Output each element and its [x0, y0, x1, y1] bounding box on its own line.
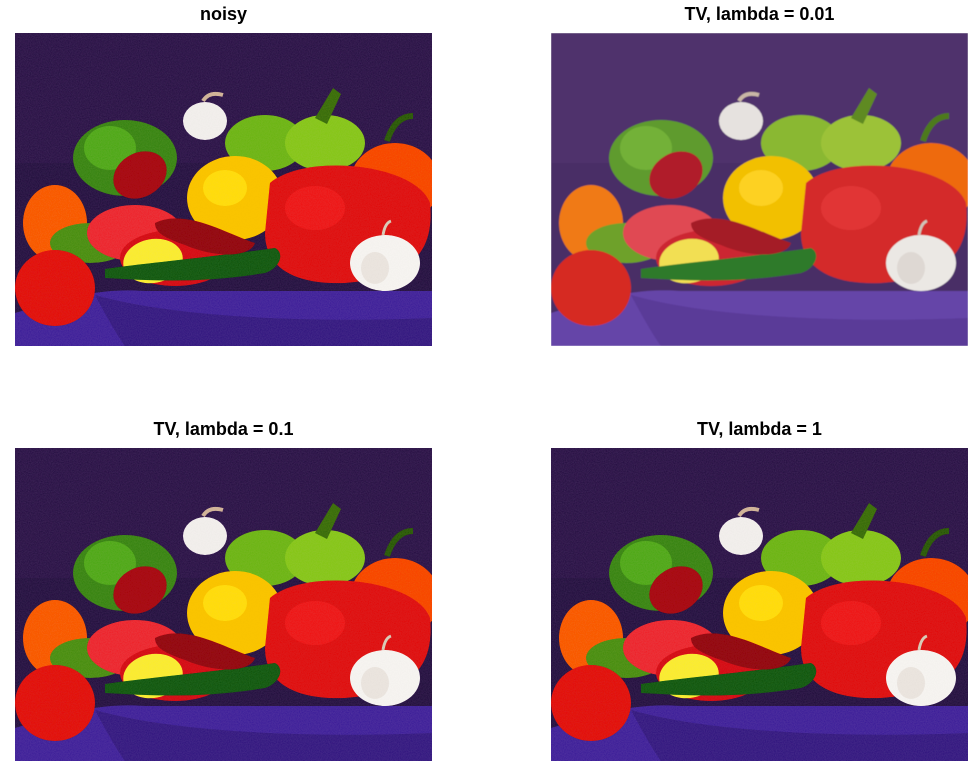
panel-tv-1: TV, lambda = 1: [551, 417, 968, 761]
denoised-image: [551, 448, 968, 761]
denoised-image: [551, 33, 968, 346]
panel-tv-0-01: TV, lambda = 0.01: [551, 2, 968, 346]
panel-title: noisy: [199, 4, 247, 24]
panel-title: TV, lambda = 0.01: [684, 4, 835, 24]
panel-title: TV, lambda = 0.1: [153, 419, 294, 439]
noisy-image: [15, 33, 432, 346]
panel-tv-0-1: TV, lambda = 0.1: [15, 417, 432, 761]
denoised-image: [15, 448, 432, 761]
panel-title: TV, lambda = 1: [697, 419, 822, 439]
panel-noisy: noisy: [15, 2, 432, 346]
